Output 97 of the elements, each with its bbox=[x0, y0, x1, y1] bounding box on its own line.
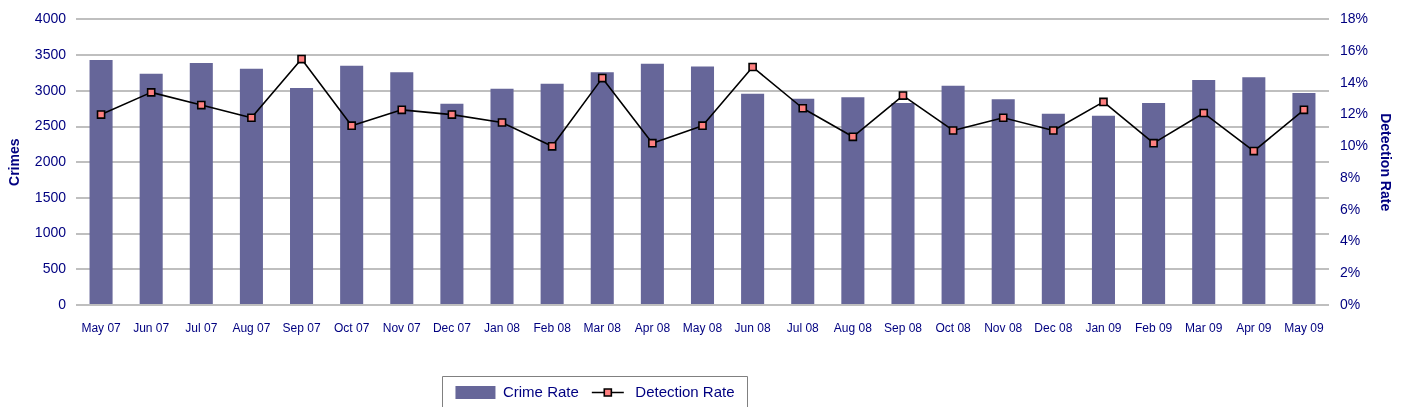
y2-tick-label: 14% bbox=[1340, 73, 1369, 90]
point bbox=[1099, 97, 1108, 107]
x-tick-label: Dec 08 bbox=[1034, 320, 1073, 335]
x-tick-label: May 07 bbox=[81, 320, 122, 335]
y-tick-label: 1000 bbox=[34, 224, 67, 241]
x-tick-label: Mar 09 bbox=[1185, 320, 1223, 335]
bar bbox=[991, 99, 1015, 304]
x-tick-label: Jul 07 bbox=[185, 320, 218, 335]
x-tick-label: May 09 bbox=[1284, 320, 1324, 335]
point bbox=[146, 88, 156, 97]
point bbox=[948, 126, 958, 135]
x-tick-label: Nov 07 bbox=[382, 320, 422, 335]
bar bbox=[640, 63, 664, 304]
point bbox=[898, 91, 908, 100]
point bbox=[698, 121, 707, 131]
y2-tick-label: 4% bbox=[1340, 232, 1361, 249]
x-tick-label: Apr 09 bbox=[1236, 320, 1272, 335]
legend-label: Crime Rate bbox=[502, 382, 579, 400]
x-tick-label: Dec 07 bbox=[432, 320, 472, 335]
x-tick-label: Jan 08 bbox=[484, 320, 521, 335]
y-tick-label: 2500 bbox=[34, 117, 67, 134]
x-tick-label: Jul 08 bbox=[786, 320, 820, 335]
point bbox=[748, 62, 757, 72]
y2-tick-label: 18% bbox=[1340, 10, 1369, 27]
bar bbox=[239, 68, 263, 304]
bar bbox=[690, 66, 715, 304]
x-tick-label: Jan 09 bbox=[1085, 320, 1122, 335]
y-axis-title: Crimes bbox=[6, 138, 23, 186]
point bbox=[1249, 146, 1259, 156]
bar bbox=[340, 65, 364, 304]
bar bbox=[941, 85, 965, 304]
y-tick-label: 500 bbox=[42, 260, 67, 277]
y-tick-label: 4000 bbox=[34, 10, 67, 27]
bar bbox=[390, 72, 414, 304]
point bbox=[96, 110, 106, 119]
y-tick-label: 1500 bbox=[34, 188, 67, 205]
bar bbox=[89, 60, 113, 304]
x-tick-label: Aug 08 bbox=[833, 320, 873, 335]
bar bbox=[490, 88, 514, 304]
bar bbox=[741, 93, 765, 304]
y2-tick-label: 12% bbox=[1340, 105, 1369, 122]
point bbox=[497, 118, 507, 127]
point bbox=[1049, 126, 1058, 135]
bar bbox=[590, 72, 614, 304]
point bbox=[597, 73, 607, 83]
y-tick-label: 0 bbox=[58, 295, 67, 312]
point bbox=[447, 110, 457, 119]
bar bbox=[1142, 102, 1166, 304]
legend-label: Detection Rate bbox=[635, 382, 735, 400]
point bbox=[347, 121, 356, 131]
x-tick-label: Apr 08 bbox=[634, 320, 671, 335]
bar bbox=[1242, 77, 1266, 304]
point bbox=[397, 105, 407, 115]
bar bbox=[1292, 92, 1316, 304]
x-tick-label: May 08 bbox=[682, 320, 723, 335]
point bbox=[648, 138, 657, 148]
bar bbox=[1041, 113, 1065, 304]
bar bbox=[791, 98, 815, 304]
y-tick-label: 3500 bbox=[34, 45, 67, 62]
bar bbox=[891, 102, 915, 304]
point bbox=[1199, 108, 1209, 118]
x-tick-label: Sep 07 bbox=[282, 320, 321, 335]
y-tick-label: 2000 bbox=[34, 153, 67, 170]
bar bbox=[290, 87, 314, 304]
x-tick-label: Sep 08 bbox=[883, 320, 923, 335]
point bbox=[848, 132, 858, 142]
x-tick-label: Jun 07 bbox=[133, 320, 170, 335]
x-tick-label: Oct 08 bbox=[935, 320, 972, 335]
y2-tick-label: 0% bbox=[1340, 295, 1361, 312]
point bbox=[1149, 138, 1158, 148]
y2-tick-label: 6% bbox=[1340, 200, 1361, 217]
bar bbox=[841, 97, 865, 304]
x-tick-label: Oct 07 bbox=[333, 320, 370, 335]
y-tick-label: 3000 bbox=[34, 81, 67, 98]
point bbox=[998, 113, 1008, 123]
y2-tick-label: 2% bbox=[1340, 264, 1361, 281]
point bbox=[547, 142, 557, 151]
point bbox=[247, 113, 256, 123]
x-tick-label: Mar 08 bbox=[583, 320, 622, 335]
bar bbox=[1192, 80, 1216, 304]
x-tick-label: Feb 09 bbox=[1134, 320, 1173, 335]
point bbox=[798, 103, 808, 113]
y2-tick-label: 10% bbox=[1340, 137, 1369, 154]
point bbox=[297, 54, 306, 64]
bar bbox=[1091, 115, 1115, 304]
x-tick-label: Feb 08 bbox=[533, 320, 572, 335]
point bbox=[196, 100, 206, 110]
x-tick-label: Aug 07 bbox=[232, 320, 271, 335]
x-tick-label: Nov 08 bbox=[984, 320, 1023, 335]
bar bbox=[540, 83, 564, 304]
bar bbox=[440, 103, 464, 304]
x-tick-label: Jun 08 bbox=[734, 320, 771, 335]
y2-axis-title: Detection Rate bbox=[1377, 113, 1394, 212]
y2-tick-label: 8% bbox=[1340, 168, 1361, 185]
bar bbox=[189, 62, 213, 304]
y2-tick-label: 16% bbox=[1340, 41, 1369, 58]
bar bbox=[139, 73, 163, 304]
